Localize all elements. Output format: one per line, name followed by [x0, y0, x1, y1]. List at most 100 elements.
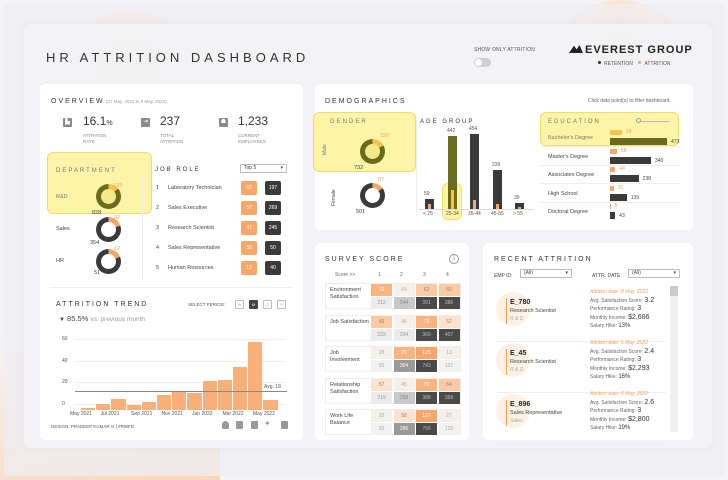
trash-icon[interactable] — [281, 421, 288, 429]
survey-cell-attrition[interactable]: 127 — [416, 410, 437, 422]
emp-id-select[interactable]: (All) ▾ — [520, 269, 572, 278]
image-icon[interactable] — [236, 421, 243, 429]
survey-cell-retention[interactable]: 766 — [416, 423, 437, 435]
trend-bar[interactable] — [247, 342, 263, 410]
age-bar-retention[interactable] — [515, 202, 524, 209]
trend-bar[interactable] — [95, 403, 111, 410]
survey-cell-retention[interactable]: 212 — [371, 297, 392, 309]
trend-bar[interactable] — [80, 407, 96, 410]
age-bar-attrition[interactable] — [428, 204, 431, 209]
document-icon[interactable] — [251, 421, 258, 429]
survey-cell-attrition[interactable]: 27 — [438, 410, 460, 422]
period-quarter-button[interactable]: Q — [263, 300, 272, 309]
survey-cell-retention[interactable]: 368 — [438, 391, 460, 404]
job-role-row[interactable]: 2 Sales Executive 57 269 — [155, 201, 290, 215]
survey-cell-attrition[interactable]: 43 — [393, 284, 415, 296]
survey-cell-attrition[interactable]: 73 — [416, 315, 437, 328]
survey-cell-attrition[interactable]: 60 — [438, 284, 460, 296]
twitter-icon[interactable]: ✦ — [264, 419, 271, 428]
job-role-filter-select[interactable]: Top 5 ▾ — [240, 164, 287, 173]
survey-cell-attrition[interactable]: 125 — [416, 347, 437, 359]
survey-cell-attrition[interactable]: 57 — [371, 378, 392, 391]
survey-cell-retention[interactable]: 223 — [371, 328, 392, 341]
trend-bar[interactable] — [262, 400, 278, 410]
survey-cell-retention[interactable]: 234 — [393, 328, 415, 341]
age-bar-retention[interactable] — [493, 169, 502, 209]
trend-bar[interactable] — [156, 394, 172, 410]
period-year-button[interactable]: Y — [277, 300, 286, 309]
job-role-row[interactable]: 5 Human Resources 12 40 — [155, 261, 290, 275]
attr-date-select[interactable]: (All) ▾ — [628, 269, 680, 278]
trend-bar[interactable] — [216, 379, 232, 410]
trend-bar[interactable] — [186, 392, 202, 410]
age-bar-attrition[interactable] — [451, 190, 454, 209]
education-bar-retention[interactable] — [610, 193, 627, 201]
trend-bar[interactable] — [140, 402, 156, 410]
gender-donut-male[interactable] — [360, 139, 385, 164]
trend-bar[interactable] — [232, 366, 248, 410]
dept-donut-hr[interactable] — [96, 249, 121, 274]
survey-cell-retention[interactable]: 407 — [438, 328, 460, 341]
survey-cell-attrition[interactable]: 66 — [371, 315, 392, 328]
job-role-row[interactable]: 3 Research Scientist 47 245 — [155, 221, 290, 235]
gender-donut-female[interactable] — [360, 183, 385, 208]
education-row[interactable]: Master's Degree 58 340 — [540, 148, 680, 166]
survey-cell-retention[interactable]: 244 — [393, 297, 415, 309]
age-bar-retention[interactable] — [448, 135, 457, 209]
scrollbar-thumb[interactable] — [670, 286, 678, 296]
survey-cell-attrition[interactable]: 46 — [393, 315, 415, 328]
education-bar-attrition[interactable] — [610, 167, 616, 172]
education-row[interactable]: Bachelor's Degree 99 473 — [540, 129, 680, 147]
recent-attrition-item[interactable]: E_896 Sales Representative Sales Attrition … — [496, 388, 666, 444]
recent-attrition-item[interactable]: E_45 Research Scientist R & D Attrition dat… — [496, 337, 666, 393]
survey-cell-attrition[interactable]: 28 — [371, 347, 392, 359]
education-bar-retention[interactable] — [610, 212, 616, 219]
education-bar-retention[interactable] — [610, 138, 667, 145]
trend-bar[interactable] — [125, 404, 141, 410]
trend-bar[interactable] — [110, 399, 126, 410]
education-bar-attrition[interactable] — [610, 204, 611, 209]
survey-cell-attrition[interactable]: 58 — [393, 410, 415, 422]
education-slider-track[interactable] — [637, 121, 670, 122]
age-bar-retention[interactable] — [470, 133, 479, 209]
survey-cell-attrition[interactable]: 13 — [438, 347, 460, 359]
info-icon[interactable]: i — [449, 254, 459, 264]
education-bar-attrition[interactable] — [610, 148, 617, 154]
survey-cell-retention[interactable]: 391 — [416, 297, 437, 309]
survey-cell-retention[interactable]: 258 — [393, 391, 415, 404]
education-bar-attrition[interactable] — [610, 130, 622, 135]
survey-cell-retention[interactable]: 219 — [371, 391, 392, 404]
dept-donut-sales[interactable] — [96, 217, 121, 242]
survey-cell-retention[interactable]: 369 — [416, 328, 437, 341]
recent-attrition-item[interactable]: E_780 Research Scientist R & D Attrition da… — [496, 286, 666, 342]
survey-cell-retention[interactable]: 131 — [438, 360, 460, 372]
education-bar-retention[interactable] — [610, 156, 651, 164]
age-bar-attrition[interactable] — [473, 200, 476, 209]
show-only-attrition-toggle[interactable] — [474, 58, 491, 67]
age-group-chart[interactable]: 59 < 25 442 25-34 454 35-44 239 45-55 39 > 55 — [416, 120, 534, 220]
survey-cell-attrition[interactable]: 52 — [438, 315, 460, 328]
education-row[interactable]: High School 31 139 — [540, 185, 680, 203]
education-row[interactable]: Doctoral Degree 5 43 — [540, 203, 680, 221]
survey-cell-attrition[interactable]: 71 — [393, 347, 415, 359]
survey-cell-retention[interactable]: 304 — [393, 360, 415, 372]
survey-cell-attrition[interactable]: 62 — [416, 284, 437, 296]
survey-cell-retention[interactable]: 386 — [438, 297, 460, 309]
education-bar-attrition[interactable] — [610, 185, 614, 191]
period-month-button[interactable]: M — [249, 300, 258, 309]
award-icon[interactable] — [222, 421, 229, 429]
education-bar-retention[interactable] — [610, 175, 639, 182]
survey-cell-attrition[interactable]: 45 — [393, 378, 415, 391]
trend-bar[interactable] — [201, 380, 217, 410]
survey-cell-retention[interactable]: 388 — [416, 391, 437, 404]
job-role-row[interactable]: 1 Laboratory Technician 62 197 — [155, 181, 290, 195]
survey-cell-attrition[interactable]: 64 — [438, 378, 460, 391]
dept-donut-rd[interactable] — [96, 184, 121, 209]
scrollbar-track[interactable] — [670, 286, 678, 432]
survey-cell-retention[interactable]: 55 — [371, 423, 392, 435]
age-bar-attrition[interactable] — [496, 204, 499, 209]
survey-cell-retention[interactable]: 743 — [416, 360, 437, 372]
job-role-row[interactable]: 4 Sales Representative 33 50 — [155, 241, 290, 255]
survey-cell-retention[interactable]: 286 — [393, 423, 415, 435]
period-week-button[interactable]: W — [235, 300, 244, 309]
